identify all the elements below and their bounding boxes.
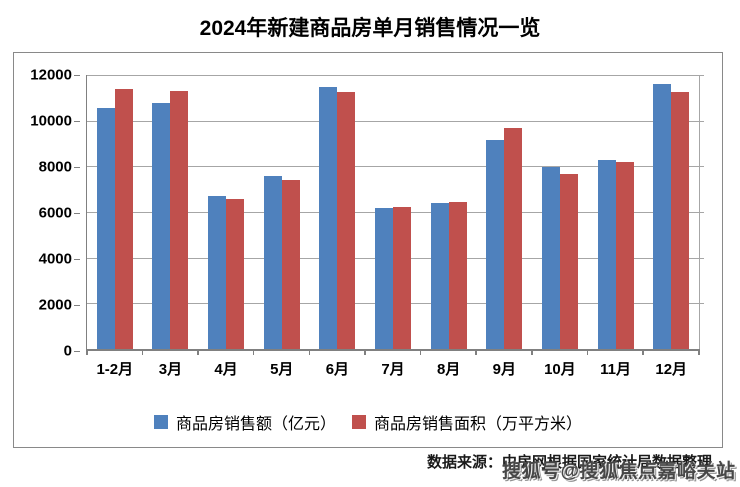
- x-tick-mark-icon: [419, 349, 422, 355]
- bar: [263, 175, 282, 349]
- bar-group: [421, 75, 477, 349]
- bar: [281, 180, 300, 349]
- x-tick-mark-icon: [308, 349, 311, 355]
- x-tick-mark-icon: [586, 349, 589, 355]
- legend-label-sales-area: 商品房销售面积（万平方米）: [374, 416, 583, 433]
- legend-label-sales-value: 商品房销售额（亿元）: [175, 416, 336, 433]
- y-tick-mark-icon: [74, 166, 80, 169]
- gridline: [87, 120, 704, 122]
- y-tick-mark-icon: [74, 120, 80, 122]
- legend-item-sales-value: 商品房销售额（亿元）: [153, 410, 336, 434]
- y-tick-label: 8000: [38, 158, 72, 176]
- x-label: 3月: [158, 361, 183, 378]
- bar: [337, 91, 356, 349]
- bar-group: [532, 75, 588, 349]
- bar-group: [476, 75, 532, 349]
- bar: [319, 87, 338, 349]
- x-label: 1-2月: [96, 361, 134, 378]
- bar: [114, 89, 133, 349]
- bar: [152, 102, 171, 349]
- legend-swatch-red-icon: [352, 415, 366, 429]
- bar: [671, 91, 690, 349]
- legend-item-sales-area: 商品房销售面积（万平方米）: [352, 410, 582, 434]
- chart-title: 2024年新建商品房单月销售情况一览: [199, 17, 541, 40]
- bars-row: [87, 75, 699, 349]
- plot-area: 1-2月 3月 4月 5月 6月 7月 8月 9月 10月 11月 12月: [86, 75, 704, 378]
- bar-group: [198, 75, 254, 349]
- x-label: 4月: [214, 361, 238, 378]
- y-tick-label: 0: [63, 342, 72, 360]
- x-label: 11月: [600, 361, 632, 378]
- y-tick-mark-icon: [74, 212, 80, 214]
- bar: [597, 160, 616, 349]
- bar: [375, 207, 394, 349]
- footer: 数据来源：中房网根据国家统计局数据整理: [0, 451, 712, 472]
- bar: [96, 107, 115, 349]
- bar: [653, 83, 672, 349]
- x-tick-mark-icon: [642, 349, 644, 355]
- bar-group: [310, 75, 366, 349]
- bar: [504, 127, 523, 349]
- y-axis: 0 2000 4000 6000 8000 10000 12000: [14, 68, 80, 359]
- bar-group: [254, 75, 310, 349]
- bar-group: [588, 75, 644, 349]
- y-tick-label: 2000: [38, 296, 72, 314]
- bar: [430, 203, 449, 349]
- x-axis-ticks: [86, 349, 700, 355]
- y-tick-label: 6000: [38, 204, 72, 222]
- bar: [615, 162, 634, 349]
- bar: [226, 198, 245, 349]
- x-label: 10月: [544, 361, 576, 378]
- bar: [170, 91, 189, 349]
- x-label: 8月: [436, 361, 461, 378]
- watermark-text: 搜狐号@搜狐焦点嘉峪关站: [502, 461, 736, 482]
- x-label: 12月: [655, 361, 688, 378]
- x-label: 5月: [270, 361, 294, 378]
- x-tick-mark-icon: [475, 349, 477, 355]
- x-label: 7月: [381, 361, 405, 378]
- legend-swatch-blue-icon: [153, 415, 168, 429]
- y-tick-label: 4000: [38, 250, 72, 268]
- x-tick-mark-icon: [86, 349, 88, 355]
- bar: [393, 206, 412, 349]
- y-tick-label: 10000: [30, 112, 72, 130]
- x-axis-labels: 1-2月 3月 4月 5月 6月 7月 8月 9月 10月 11月 12月: [87, 358, 699, 379]
- bar-group: [87, 75, 143, 349]
- y-tick-mark-icon: [74, 350, 80, 352]
- bar: [541, 166, 560, 349]
- x-tick-mark-icon: [141, 349, 144, 355]
- bar-group: [643, 75, 699, 349]
- y-tick-mark-icon: [74, 74, 80, 76]
- bar: [486, 139, 505, 349]
- y-tick-mark-icon: [74, 304, 80, 307]
- x-label: 6月: [325, 361, 350, 378]
- bar-group: [365, 75, 421, 349]
- chart-frame: 0 2000 4000 6000 8000 10000 12000 1-2月 3月 4月 5月 6月…: [13, 52, 723, 448]
- x-tick-mark-icon: [364, 349, 366, 355]
- x-tick-mark-icon: [698, 349, 700, 355]
- gridline: [87, 75, 704, 76]
- x-tick-mark-icon: [531, 349, 533, 355]
- y-tick-mark-icon: [74, 258, 80, 261]
- data-source-text: 数据来源：中房网根据国家统计局数据整理: [426, 454, 712, 471]
- bar: [448, 201, 467, 349]
- x-tick-mark-icon: [197, 349, 199, 355]
- bar-group: [143, 75, 199, 349]
- legend: 商品房销售额（亿元） 商品房销售面积（万平方米）: [14, 410, 722, 434]
- y-tick-label: 12000: [30, 66, 72, 84]
- bar: [559, 174, 578, 349]
- x-tick-mark-icon: [252, 349, 255, 355]
- bar: [208, 195, 227, 349]
- x-label: 9月: [492, 361, 516, 378]
- gridline: [87, 166, 704, 168]
